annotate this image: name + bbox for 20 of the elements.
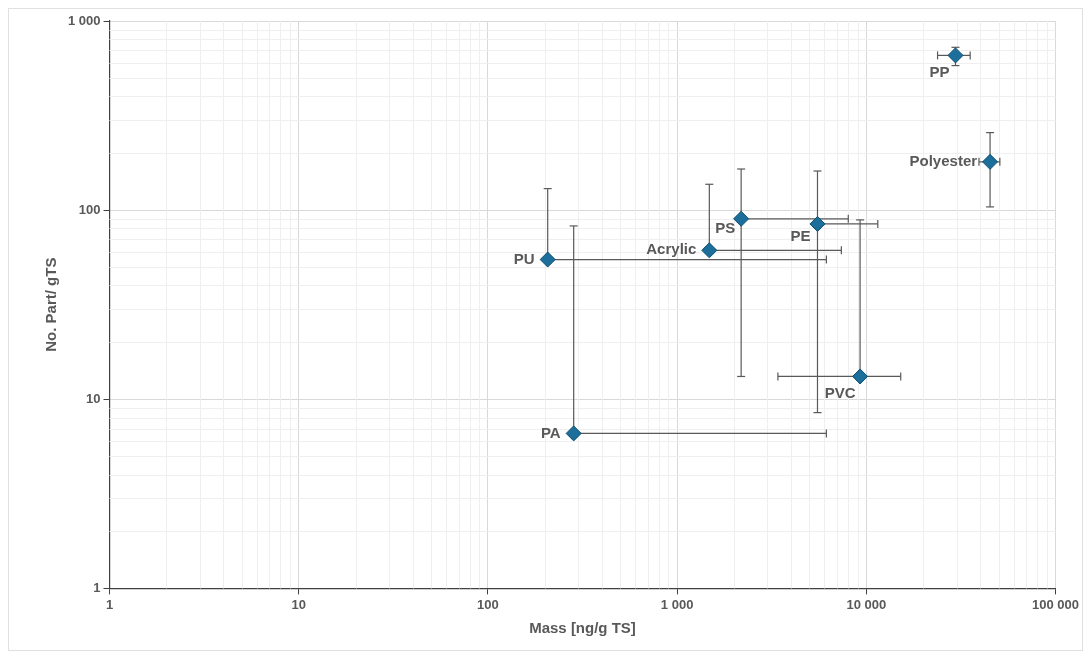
annotation: Polyester <box>909 151 978 169</box>
annotation: PE <box>790 227 811 245</box>
x-tick-label: 1 <box>105 596 114 612</box>
x-tick-label: 1 000 <box>660 596 694 612</box>
annotation: PS <box>715 218 736 236</box>
annotation: PU <box>513 249 535 267</box>
x-tick-label: 10 <box>291 596 306 612</box>
y-tick-label: 10 <box>86 390 101 406</box>
x-axis-title: Mass [ng/g TS] <box>529 619 636 637</box>
x-tick-label: 10 000 <box>846 596 887 612</box>
y-tick-label: 1 000 <box>67 12 101 28</box>
annotation: Acrylic <box>646 240 697 258</box>
x-tick-label: 100 000 <box>1032 596 1079 612</box>
annotation: PP <box>929 62 950 80</box>
y-axis-title: No. Part/ gTS <box>42 257 60 352</box>
y-tick-label: 100 <box>78 201 101 217</box>
y-tick-label: 1 <box>93 579 101 595</box>
annotation: PA <box>540 423 561 441</box>
x-tick-label: 100 <box>477 596 499 612</box>
annotation: PVC <box>824 383 856 401</box>
